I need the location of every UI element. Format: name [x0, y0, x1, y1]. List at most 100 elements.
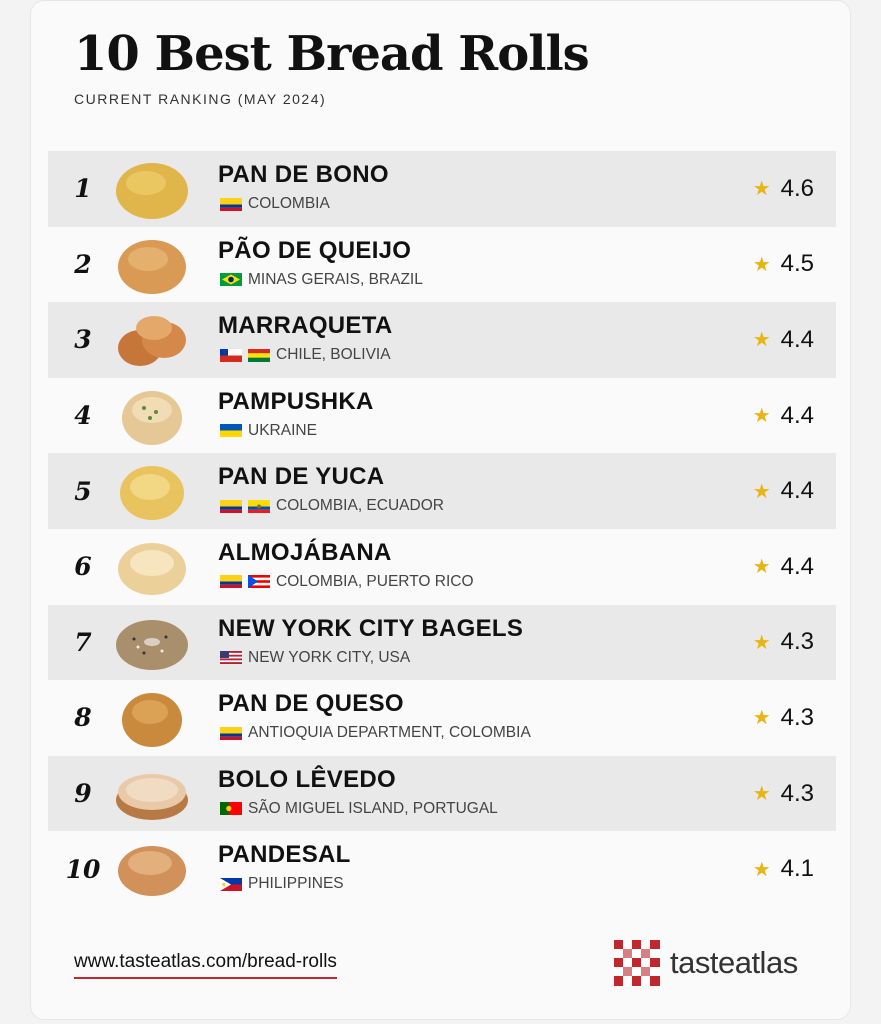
bread-image-pandesal [114, 839, 190, 899]
rating: ★ 4.3 [753, 680, 814, 756]
rank-number: 6 [74, 552, 92, 582]
ecuador-flag-icon [248, 499, 270, 513]
ukraine-flag-icon [220, 424, 242, 438]
star-icon: ★ [752, 631, 771, 654]
star-icon: ★ [752, 556, 771, 579]
bread-name: PAN DE QUESO [218, 690, 404, 718]
bread-origin: PHILIPPINES [220, 875, 344, 893]
bread-image-bolo-levedo [114, 764, 190, 824]
brazil-flag-icon [220, 273, 242, 287]
list-item[interactable]: 7 NEW YORK CITY BAGELS NEW YORK CITY, US… [48, 604, 836, 681]
source-link[interactable]: www.tasteatlas.com/bread-rolls [74, 951, 337, 979]
colombia-flag-icon [220, 499, 242, 513]
list-item[interactable]: 8 PAN DE QUESO ANTIOQUIA DEPARTMENT, COL… [48, 680, 836, 756]
rating-value: 4.3 [780, 779, 814, 807]
list-item[interactable]: 5 PAN DE YUCA COLOMBIA, ECUADOR ★ 4.4 [48, 453, 836, 529]
rating: ★ 4.3 [753, 756, 814, 832]
rating-value: 4.5 [780, 250, 814, 278]
list-item[interactable]: 9 BOLO LÊVEDO SÃO MIGUEL ISLAND, PORTUGA… [48, 755, 836, 832]
origin-text: COLOMBIA [248, 195, 330, 212]
origin-text: MINAS GERAIS, BRAZIL [248, 270, 423, 288]
rank-number: 3 [74, 325, 92, 355]
list-item[interactable]: 4 PAMPUSHKA UKRAINE ★ 4.4 [48, 378, 836, 454]
bolivia-flag-icon [248, 348, 270, 362]
bread-image-pao-de-queijo [114, 235, 190, 295]
origin-text: UKRAINE [248, 421, 317, 439]
bread-name: ALMOJÁBANA [218, 538, 392, 566]
rating: ★ 4.3 [753, 605, 814, 681]
bread-image-almojabana [114, 537, 190, 597]
list-item[interactable]: 1 PAN DE BONO COLOMBIA ★ 4.6 [48, 151, 836, 227]
rating-value: 4.4 [780, 552, 814, 580]
star-icon: ★ [752, 178, 771, 201]
ranking-list: 1 PAN DE BONO COLOMBIA ★ 4.6 2 PÃO DE QU… [48, 151, 836, 907]
star-icon: ★ [752, 329, 771, 352]
origin-text: COLOMBIA, ECUADOR [276, 497, 444, 515]
bread-origin: COLOMBIA [220, 195, 330, 213]
origin-text: NEW YORK CITY, USA [248, 648, 411, 666]
bread-origin: NEW YORK CITY, USA [220, 649, 410, 667]
bread-name: PAN DE BONO [218, 161, 389, 188]
list-item[interactable]: 6 ALMOJÁBANA COLOMBIA, PUERTO RICO ★ 4.4 [48, 529, 836, 605]
bread-name: PÃO DE QUEIJO [218, 236, 412, 264]
list-item[interactable]: 2 PÃO DE QUEIJO MINAS GERAIS, BRAZIL ★ 4… [48, 227, 836, 303]
rating: ★ 4.4 [753, 378, 814, 454]
rating-value: 4.3 [780, 628, 814, 656]
colombia-flag-icon [220, 726, 242, 740]
list-item[interactable]: 10 PANDESAL PHILIPPINES ★ 4.1 [48, 831, 836, 907]
star-icon: ★ [752, 783, 771, 806]
rank-number: 10 [65, 854, 101, 884]
rank-number: 2 [74, 249, 92, 279]
philippines-flag-icon [220, 877, 242, 891]
bread-name: PANDESAL [218, 841, 351, 869]
page-subtitle: CURRENT RANKING (MAY 2024) [74, 91, 327, 107]
bread-image-bagel [114, 613, 190, 673]
origin-text: COLOMBIA, PUERTO RICO [276, 572, 474, 590]
list-item[interactable]: 3 MARRAQUETA CHILE, BOLIVIA ★ 4.4 [48, 302, 836, 378]
bread-name: PAN DE YUCA [218, 463, 385, 491]
bread-origin: SÃO MIGUEL ISLAND, PORTUGAL [220, 800, 498, 818]
star-icon: ★ [752, 480, 771, 503]
bread-origin: COLOMBIA, ECUADOR [220, 497, 444, 515]
rating-value: 4.6 [780, 174, 814, 202]
rating: ★ 4.4 [753, 302, 814, 378]
rank-number: 5 [74, 476, 92, 506]
bread-name: BOLO LÊVEDO [218, 765, 396, 793]
bread-origin: UKRAINE [220, 422, 317, 440]
tasteatlas-logo[interactable]: tasteatlas [614, 940, 798, 986]
rating: ★ 4.1 [753, 831, 814, 907]
rating-value: 4.3 [780, 703, 814, 731]
colombia-flag-icon [220, 197, 242, 211]
star-icon: ★ [752, 707, 771, 730]
bread-name: PAMPUSHKA [218, 387, 374, 415]
bread-name: NEW YORK CITY BAGELS [218, 614, 524, 642]
page-title: 10 Best Bread Rolls [74, 26, 590, 82]
rating: ★ 4.4 [753, 453, 814, 529]
colombia-flag-icon [220, 575, 242, 589]
bread-image-marraqueta [114, 310, 190, 370]
bread-image-pan-de-queso [114, 688, 190, 748]
bread-image-pampushka [114, 386, 190, 446]
rank-number: 4 [74, 401, 92, 431]
usa-flag-icon [220, 651, 242, 665]
bread-origin: CHILE, BOLIVIA [220, 346, 391, 364]
rank-number: 7 [74, 627, 92, 657]
star-icon: ★ [752, 253, 771, 276]
star-icon: ★ [752, 405, 771, 428]
rating: ★ 4.6 [753, 151, 814, 227]
bread-origin: ANTIOQUIA DEPARTMENT, COLOMBIA [220, 724, 531, 742]
origin-text: CHILE, BOLIVIA [276, 346, 391, 364]
rating-value: 4.4 [780, 477, 814, 505]
puerto-rico-flag-icon [248, 575, 270, 589]
rank-number: 9 [74, 779, 92, 809]
bread-origin: COLOMBIA, PUERTO RICO [220, 573, 474, 591]
origin-text: SÃO MIGUEL ISLAND, PORTUGAL [248, 799, 498, 817]
star-icon: ★ [752, 858, 771, 881]
rating-value: 4.4 [780, 401, 814, 429]
rank-number: 1 [74, 174, 92, 204]
chile-flag-icon [220, 348, 242, 362]
portugal-flag-icon [220, 802, 242, 816]
tasteatlas-wordmark: tasteatlas [670, 945, 798, 980]
bread-name: MARRAQUETA [218, 312, 393, 340]
bread-image-pan-de-yuca [114, 461, 190, 521]
